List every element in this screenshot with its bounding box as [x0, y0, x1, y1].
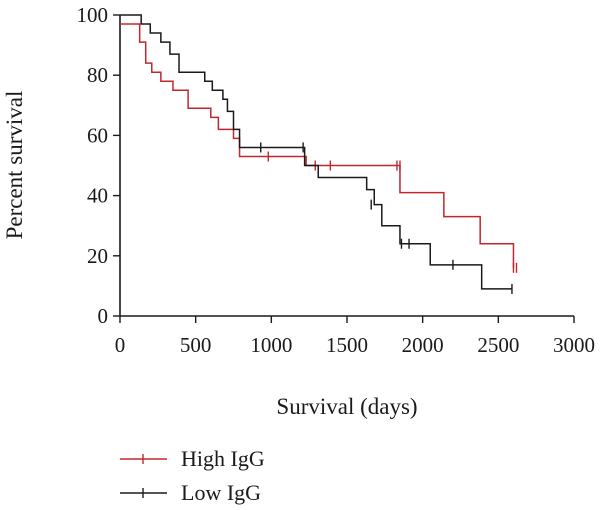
y-axis-title: Percent survival: [2, 91, 27, 240]
y-tick-label: 20: [87, 244, 108, 268]
legend-item-low-igg: Low IgG: [120, 480, 261, 505]
ticks: 0 500 1000 1500 2000 2500 3000 0 20 40 60 80 100: [77, 3, 596, 357]
y-tick-label: 80: [87, 63, 108, 87]
y-tick-label: 60: [87, 123, 108, 147]
y-tick-label: 100: [77, 3, 109, 27]
survival-step-line: [120, 23, 515, 268]
x-tick-label: 3000: [553, 333, 595, 357]
x-tick-label: 0: [115, 333, 126, 357]
legend: High IgG Low IgG: [120, 446, 265, 505]
series-group: [120, 14, 518, 294]
x-tick-label: 1000: [250, 333, 292, 357]
legend-item-high-igg: High IgG: [120, 446, 265, 471]
legend-label: High IgG: [181, 446, 265, 471]
survival-step-line: [120, 14, 512, 290]
x-axis-title: Survival (days): [276, 394, 417, 419]
series-low-igg: [120, 14, 513, 294]
x-tick-label: 2000: [402, 333, 444, 357]
y-tick-label: 40: [87, 184, 108, 208]
x-tick-label: 500: [180, 333, 212, 357]
x-tick-label: 2500: [477, 333, 519, 357]
legend-label: Low IgG: [181, 480, 261, 505]
y-tick-label: 0: [98, 304, 109, 328]
x-tick-label: 1500: [326, 333, 368, 357]
